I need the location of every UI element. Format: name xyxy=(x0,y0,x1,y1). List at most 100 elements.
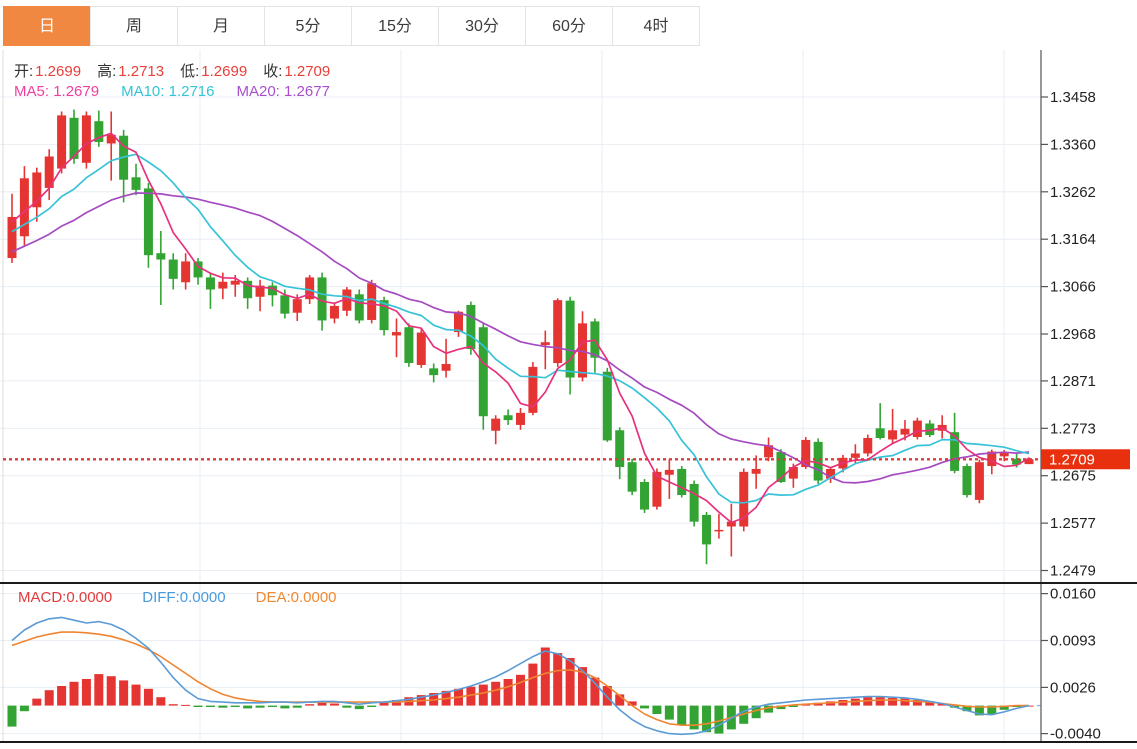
high-value: 1.2713 xyxy=(118,63,165,80)
macd-bar xyxy=(317,702,327,706)
macd-bar xyxy=(119,680,129,706)
macd-bar xyxy=(329,703,339,706)
tab-4hour[interactable]: 4时 xyxy=(612,6,700,46)
ma5-legend: MA5: 1.2679 xyxy=(14,83,100,100)
macd-bar xyxy=(44,690,54,706)
timeframe-tabs: 日 周 月 5分 15分 30分 60分 4时 xyxy=(3,6,700,46)
macd-bar xyxy=(714,705,724,734)
candle xyxy=(404,327,414,364)
macd-bar xyxy=(788,705,798,707)
macd-bar xyxy=(69,681,79,706)
axis-tick-label: 1.2871 xyxy=(1050,373,1096,390)
macd-bar xyxy=(379,702,389,706)
macd-bar xyxy=(764,705,774,713)
candle xyxy=(900,428,910,435)
tab-30min[interactable]: 30分 xyxy=(438,6,526,46)
axis-tick-label: 1.2675 xyxy=(1050,468,1096,485)
candle xyxy=(181,261,191,283)
tab-60min[interactable]: 60分 xyxy=(525,6,613,46)
candle xyxy=(826,468,836,479)
candle xyxy=(912,420,922,438)
macd-bar xyxy=(925,701,935,706)
close-label: 收: xyxy=(263,63,283,80)
candle xyxy=(888,430,898,440)
macd-bar xyxy=(280,705,290,709)
price-axis: 1.3458 1.3360 1.3262 1.3164 1.3066 1.2968 1.28… xyxy=(1040,50,1101,743)
macd-bar xyxy=(292,705,302,708)
macd-bar xyxy=(478,684,488,706)
panel-borders xyxy=(0,582,1137,743)
candle xyxy=(813,441,823,481)
candle xyxy=(553,300,563,364)
axis-tick-label: 1.2479 xyxy=(1050,563,1096,580)
macd-histogram xyxy=(7,647,1034,734)
macd-bar xyxy=(503,679,513,706)
macd-bar xyxy=(702,705,712,733)
ma10-line xyxy=(11,153,1030,504)
tab-15min[interactable]: 15分 xyxy=(351,6,439,46)
macd-bar xyxy=(640,705,650,709)
candle xyxy=(850,453,860,458)
macd-bar xyxy=(962,705,972,712)
macd-bar xyxy=(230,705,240,707)
candle xyxy=(974,462,984,500)
candle xyxy=(57,115,67,169)
candle xyxy=(466,304,476,349)
candle xyxy=(801,439,811,468)
macd-bar xyxy=(32,698,42,706)
macd-bar xyxy=(553,653,563,706)
candle xyxy=(987,451,997,467)
tab-week[interactable]: 周 xyxy=(90,6,178,46)
candle xyxy=(453,311,463,333)
candle xyxy=(503,415,513,421)
macd-bar xyxy=(218,705,228,708)
candle xyxy=(863,437,873,454)
macd-bar xyxy=(937,703,947,706)
macd-bar xyxy=(131,684,141,706)
macd-bar xyxy=(999,705,1009,710)
ma-legend: MA5: 1.2679 MA10: 1.2716 MA20: 1.2677 xyxy=(14,83,330,100)
ohlc-open: 开: 1.2699 xyxy=(14,60,81,81)
candle xyxy=(776,452,786,483)
axis-tick-label: 1.3458 xyxy=(1050,89,1096,106)
macd-bar xyxy=(94,674,104,706)
tab-day[interactable]: 日 xyxy=(3,6,91,46)
candle xyxy=(751,468,761,474)
macd-value-legend: MACD:0.0000 xyxy=(18,589,113,606)
candle xyxy=(788,467,798,479)
macd-bar xyxy=(267,705,277,707)
macd-bar xyxy=(912,700,922,706)
candle xyxy=(540,342,550,346)
macd-bar xyxy=(466,686,476,706)
ohlc-readout: 开: 1.2699 高: 1.2713 低: 1.2699 收: 1.2709 xyxy=(14,60,330,81)
candle xyxy=(317,277,327,321)
tab-5min[interactable]: 5分 xyxy=(264,6,352,46)
candle xyxy=(305,277,315,300)
candle xyxy=(243,280,253,299)
candle xyxy=(391,332,401,336)
macd-bar xyxy=(689,705,699,730)
candle xyxy=(950,432,960,471)
gridlines xyxy=(0,50,1041,742)
candle xyxy=(354,294,364,321)
macd-bar xyxy=(168,704,178,706)
candle xyxy=(999,452,1009,457)
axis-tick-label: 1.3360 xyxy=(1050,136,1096,153)
macd-bar xyxy=(900,698,910,706)
axis-tick-label: 1.3164 xyxy=(1050,231,1096,248)
candle xyxy=(615,430,625,468)
candle xyxy=(81,115,91,163)
ma20-legend: MA20: 1.2677 xyxy=(236,83,330,100)
candle xyxy=(342,289,352,311)
candle xyxy=(218,281,228,289)
macd-bar xyxy=(565,658,575,706)
candle xyxy=(32,172,42,208)
candle xyxy=(379,300,389,331)
candle xyxy=(292,299,302,313)
dea-value-legend: DEA:0.0000 xyxy=(255,589,337,606)
tab-month[interactable]: 月 xyxy=(177,6,265,46)
macd-bar xyxy=(354,705,364,710)
candle xyxy=(205,277,215,290)
high-label: 高: xyxy=(97,63,117,80)
